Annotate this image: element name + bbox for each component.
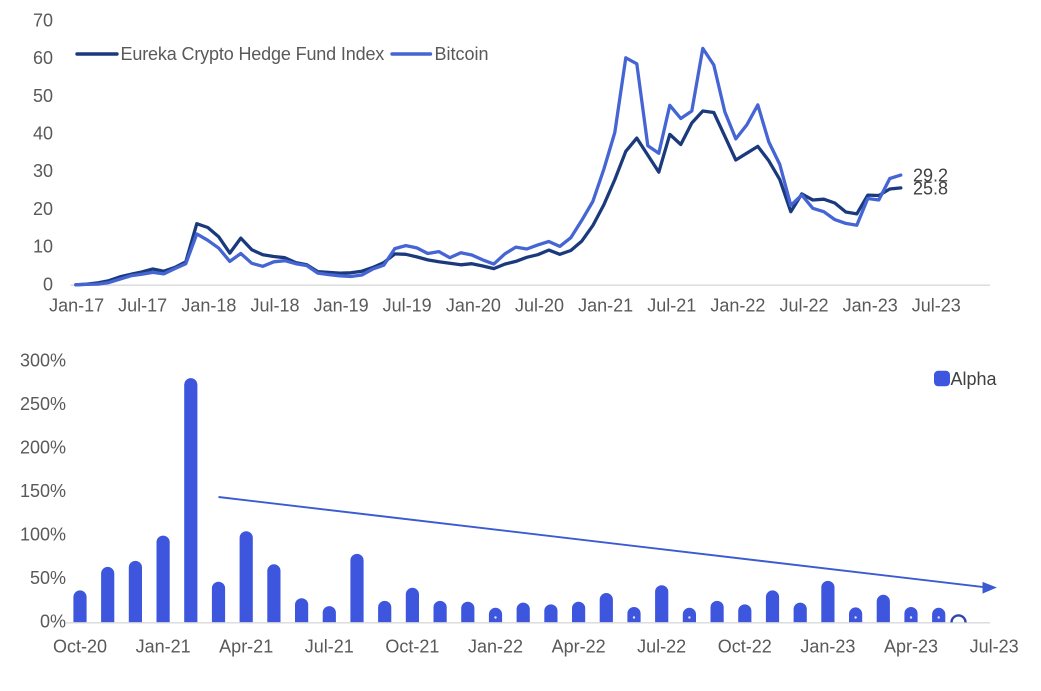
svg-text:Jan-23: Jan-23 <box>843 296 898 316</box>
svg-text:150%: 150% <box>20 481 66 501</box>
svg-text:Jul-19: Jul-19 <box>383 296 432 316</box>
svg-text:60: 60 <box>33 48 53 68</box>
svg-text:Jan-21: Jan-21 <box>136 637 191 657</box>
svg-text:0: 0 <box>43 274 53 294</box>
svg-text:100%: 100% <box>20 525 66 545</box>
svg-text:Jul-20: Jul-20 <box>515 296 564 316</box>
svg-text:Oct-21: Oct-21 <box>385 637 439 657</box>
svg-text:70: 70 <box>33 10 53 30</box>
svg-text:Jul-22: Jul-22 <box>779 296 828 316</box>
svg-text:200%: 200% <box>20 438 66 458</box>
svg-text:Jul-18: Jul-18 <box>250 296 299 316</box>
svg-text:Jan-23: Jan-23 <box>800 637 855 657</box>
svg-text:Eureka Crypto Hedge Fund Index: Eureka Crypto Hedge Fund Index <box>121 44 385 64</box>
svg-text:Oct-20: Oct-20 <box>53 637 107 657</box>
svg-text:29.2: 29.2 <box>913 166 948 186</box>
svg-text:Jan-18: Jan-18 <box>181 296 236 316</box>
svg-text:50: 50 <box>33 86 53 106</box>
svg-text:30: 30 <box>33 161 53 181</box>
svg-text:0%: 0% <box>40 612 66 632</box>
svg-text:Apr-21: Apr-21 <box>219 637 273 657</box>
svg-text:20: 20 <box>33 199 53 219</box>
svg-text:250%: 250% <box>20 394 66 414</box>
svg-text:Jul-22: Jul-22 <box>637 637 686 657</box>
svg-text:Jul-17: Jul-17 <box>118 296 167 316</box>
svg-text:300%: 300% <box>20 351 66 371</box>
svg-text:Jan-17: Jan-17 <box>49 296 104 316</box>
svg-text:Apr-22: Apr-22 <box>552 637 606 657</box>
svg-text:Alpha: Alpha <box>951 369 998 389</box>
svg-text:25.8: 25.8 <box>913 179 948 199</box>
svg-text:Apr-23: Apr-23 <box>884 637 938 657</box>
svg-text:Jan-20: Jan-20 <box>446 296 501 316</box>
svg-text:Jan-19: Jan-19 <box>314 296 369 316</box>
svg-text:Jul-21: Jul-21 <box>305 637 354 657</box>
svg-text:10: 10 <box>33 237 53 257</box>
svg-text:Bitcoin: Bitcoin <box>435 44 489 64</box>
svg-text:Jan-22: Jan-22 <box>710 296 765 316</box>
svg-text:40: 40 <box>33 124 53 144</box>
svg-text:Jan-22: Jan-22 <box>468 637 523 657</box>
svg-text:50%: 50% <box>30 568 66 588</box>
svg-text:Oct-22: Oct-22 <box>718 637 772 657</box>
svg-text:Jul-23: Jul-23 <box>970 637 1019 657</box>
svg-text:Jan-21: Jan-21 <box>578 296 633 316</box>
svg-text:Jul-23: Jul-23 <box>912 296 961 316</box>
svg-text:Jul-21: Jul-21 <box>647 296 696 316</box>
